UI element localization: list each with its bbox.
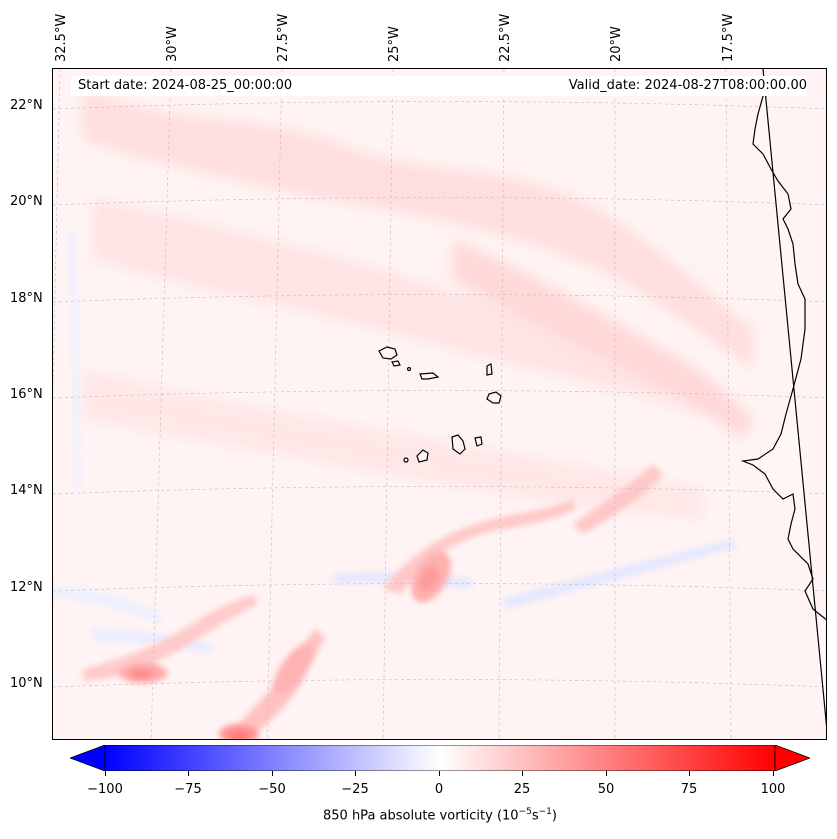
info-bar xyxy=(71,76,807,96)
vorticity-field xyxy=(53,69,826,739)
lat-label-20n: 20°N xyxy=(10,194,43,209)
lon-label-22-5w: 22.5°W xyxy=(498,13,513,62)
lat-label-10n: 10°N xyxy=(10,676,43,691)
tick-mark xyxy=(188,771,189,776)
colorbar-tick-label: 75 xyxy=(680,782,698,797)
colorbar-tick-label: −25 xyxy=(341,782,369,797)
colorbar-tick-label: 25 xyxy=(513,782,531,797)
lon-label-25w: 25°W xyxy=(387,26,402,62)
lat-label-14n: 14°N xyxy=(10,483,43,498)
tick-mark xyxy=(773,771,774,776)
colorbar xyxy=(68,744,812,772)
africa-coastline xyxy=(740,69,826,727)
tick-mark xyxy=(522,771,523,776)
colorbar-title: 850 hPa absolute vorticity (10−5s−1) xyxy=(323,807,557,824)
colorbar-min-arrow xyxy=(68,744,106,772)
lon-label-32-5w: 32.5°W xyxy=(54,13,69,62)
lat-label-12n: 12°N xyxy=(10,580,43,595)
lon-label-20w: 20°W xyxy=(609,26,624,62)
valid-date-label: Valid_date: 2024-08-27T08:00:00.00 xyxy=(568,78,807,93)
colorbar-tick-label: 50 xyxy=(597,782,615,797)
colorbar-tick-label: 100 xyxy=(760,782,786,797)
lon-label-17-5w: 17.5°W xyxy=(721,13,736,62)
colorbar-max-arrow xyxy=(774,744,812,772)
colorbar-tick-label: −100 xyxy=(87,782,123,797)
lon-label-27-5w: 27.5°W xyxy=(276,13,291,62)
start-date-label: Start date: 2024-08-25_00:00:00 xyxy=(78,78,293,93)
tick-mark xyxy=(272,771,273,776)
tick-mark xyxy=(689,771,690,776)
tick-mark xyxy=(439,771,440,776)
tick-mark xyxy=(355,771,356,776)
tick-mark xyxy=(606,771,607,776)
tick-mark xyxy=(105,771,106,776)
colorbar-tick-label: −50 xyxy=(258,782,286,797)
lat-label-22n: 22°N xyxy=(10,98,43,113)
lat-label-18n: 18°N xyxy=(10,291,43,306)
lon-label-30w: 30°W xyxy=(165,26,180,62)
colorbar-tick-label: −75 xyxy=(174,782,202,797)
lat-label-16n: 16°N xyxy=(10,387,43,402)
colorbar-tick-label: 0 xyxy=(434,782,444,797)
vorticity-map xyxy=(52,68,827,740)
